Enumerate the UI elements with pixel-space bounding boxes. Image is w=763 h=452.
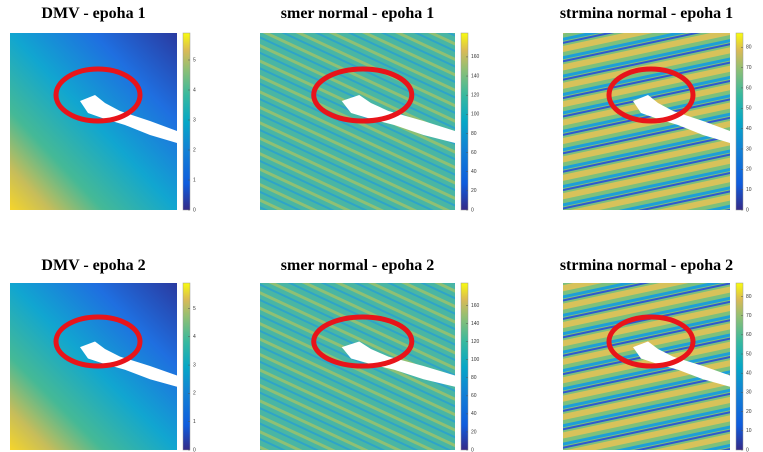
colorbar bbox=[735, 32, 744, 211]
colorbar-tick-label: 0 bbox=[193, 207, 196, 213]
colorbar-tick-label: 80 bbox=[746, 294, 752, 300]
panel-title: DMV - epoha 1 bbox=[41, 5, 145, 22]
colorbar-tick-label: 120 bbox=[471, 93, 480, 99]
colorbar bbox=[460, 282, 469, 451]
colorbar-tick-label: 0 bbox=[471, 207, 474, 213]
colorbar-tick-label: 10 bbox=[746, 428, 752, 434]
void-region bbox=[80, 341, 177, 387]
colorbar-tick-label: 40 bbox=[471, 411, 477, 417]
colorbar-tick-label: 4 bbox=[193, 87, 196, 93]
colorbar-tick-label: 140 bbox=[471, 73, 480, 79]
colorbar-tick-label: 3 bbox=[193, 362, 196, 368]
colorbar-tick-label: 160 bbox=[471, 54, 480, 60]
panel-title: smer normal - epoha 2 bbox=[281, 257, 434, 274]
colorbar-tick-label: 40 bbox=[746, 126, 752, 132]
colorbar-tick-label: 4 bbox=[193, 334, 196, 340]
void-region bbox=[80, 95, 177, 143]
colorbar-tick-label: 80 bbox=[471, 375, 477, 381]
void-region bbox=[633, 95, 730, 143]
colorbar-tick-label: 40 bbox=[746, 371, 752, 377]
colorbar-tick-label: 50 bbox=[746, 106, 752, 112]
colorbar-tick-label: 40 bbox=[471, 169, 477, 175]
highlight-ellipse bbox=[311, 66, 415, 124]
colorbar-tick-label: 30 bbox=[746, 146, 752, 152]
panel-title: DMV - epoha 2 bbox=[41, 257, 145, 274]
colorbar-tick-label: 20 bbox=[471, 429, 477, 435]
highlight-ellipse bbox=[606, 314, 696, 369]
colorbar-tick-label: 5 bbox=[193, 306, 196, 312]
highlight-ellipse bbox=[53, 314, 143, 369]
highlight-ellipse bbox=[606, 66, 696, 124]
colorbar-tick-label: 1 bbox=[193, 177, 196, 183]
colorbar-tick-label: 10 bbox=[746, 187, 752, 193]
panel-title: smer normal - epoha 1 bbox=[281, 5, 434, 22]
panel-title: strmina normal - epoha 1 bbox=[560, 5, 733, 22]
highlight-ellipse bbox=[311, 314, 415, 369]
colorbar-tick-label: 20 bbox=[746, 409, 752, 415]
colorbar-tick-label: 2 bbox=[193, 147, 196, 153]
colorbar-tick-label: 3 bbox=[193, 117, 196, 123]
colorbar bbox=[182, 282, 191, 451]
colorbar-tick-label: 120 bbox=[471, 339, 480, 345]
colorbar-tick-label: 20 bbox=[471, 188, 477, 194]
colorbar-tick-label: 70 bbox=[746, 313, 752, 319]
void-region bbox=[341, 95, 455, 143]
colorbar-tick-label: 5 bbox=[193, 57, 196, 63]
colorbar-tick-label: 70 bbox=[746, 65, 752, 71]
colorbar-tick-label: 30 bbox=[746, 390, 752, 396]
colorbar-tick-label: 0 bbox=[746, 207, 749, 213]
colorbar bbox=[735, 282, 744, 451]
colorbar-tick-label: 60 bbox=[471, 150, 477, 156]
void-region bbox=[341, 341, 455, 387]
colorbar-tick-label: 60 bbox=[471, 393, 477, 399]
colorbar-tick-label: 50 bbox=[746, 351, 752, 357]
colorbar-tick-label: 160 bbox=[471, 303, 480, 309]
colorbar bbox=[182, 32, 191, 211]
highlight-ellipse bbox=[53, 66, 143, 124]
colorbar-tick-label: 1 bbox=[193, 419, 196, 425]
colorbar-tick-label: 0 bbox=[193, 447, 196, 452]
panel-title: strmina normal - epoha 2 bbox=[560, 257, 733, 274]
colorbar-tick-label: 2 bbox=[193, 391, 196, 397]
colorbar-tick-label: 0 bbox=[471, 447, 474, 452]
colorbar bbox=[460, 32, 469, 211]
colorbar-tick-label: 60 bbox=[746, 332, 752, 338]
void-region bbox=[633, 341, 730, 387]
colorbar-tick-label: 20 bbox=[746, 167, 752, 173]
colorbar-tick-label: 100 bbox=[471, 357, 480, 363]
colorbar-tick-label: 80 bbox=[471, 131, 477, 137]
colorbar-tick-label: 60 bbox=[746, 85, 752, 91]
colorbar-tick-label: 80 bbox=[746, 45, 752, 51]
colorbar-tick-label: 0 bbox=[746, 447, 749, 452]
colorbar-tick-label: 100 bbox=[471, 112, 480, 118]
colorbar-tick-label: 140 bbox=[471, 321, 480, 327]
